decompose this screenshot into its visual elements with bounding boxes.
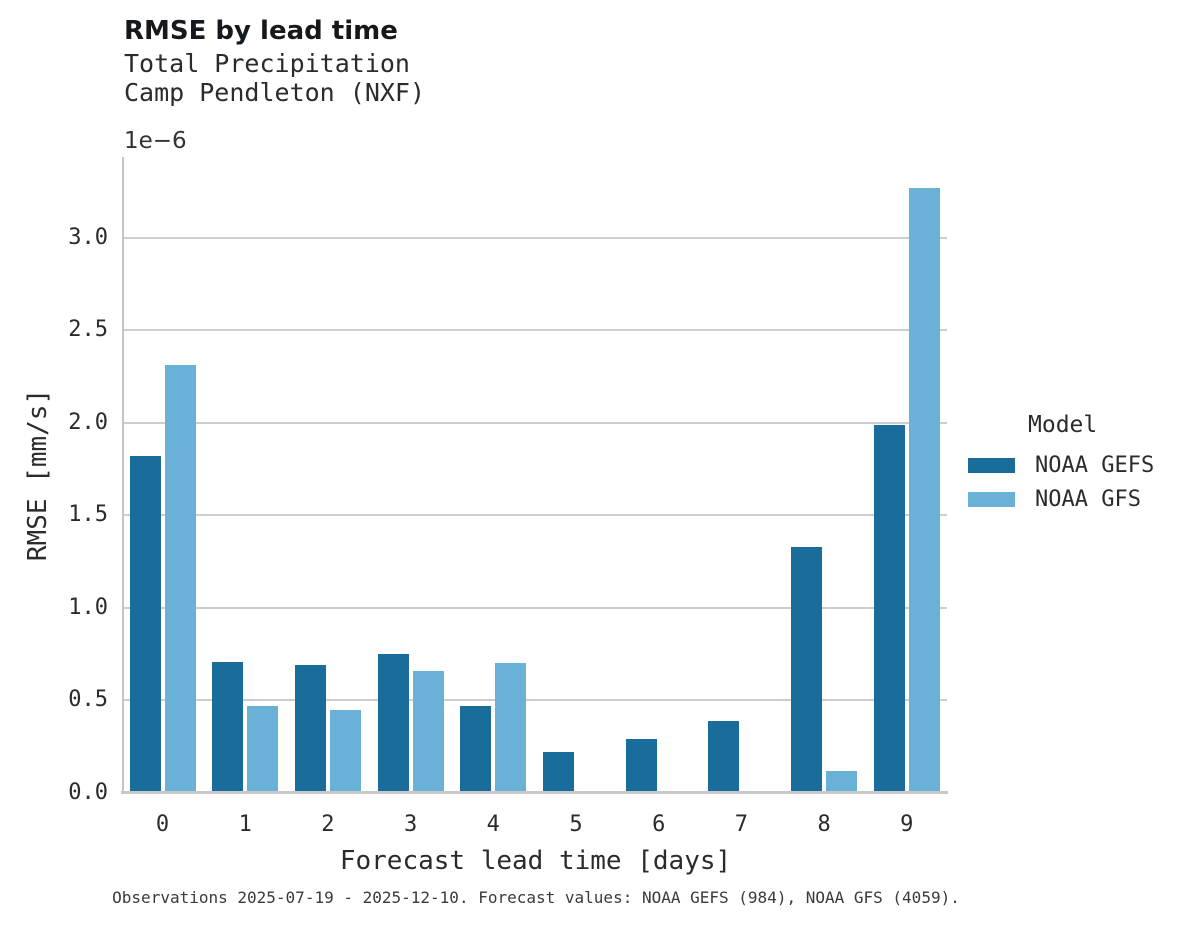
- bar-noaa-gefs-lead-6: [625, 739, 657, 793]
- chart-subtitle-variable: Total Precipitation: [124, 49, 410, 78]
- x-axis-label: Forecast lead time [days]: [339, 846, 732, 876]
- y-axis-spine: [122, 157, 124, 793]
- x-tick-label: 7: [734, 812, 749, 837]
- legend: Model NOAA GEFS NOAA GFS: [968, 412, 1183, 516]
- legend-title: Model: [1028, 412, 1098, 438]
- bar-noaa-gfs-lead-4: [495, 663, 527, 793]
- x-tick-label: 9: [900, 812, 914, 837]
- legend-swatch-noaa-gfs: [968, 491, 1015, 507]
- y-tick-label: 3.0: [68, 224, 108, 250]
- x-tick-label: 6: [652, 812, 666, 837]
- gridline: [124, 699, 947, 702]
- bar-noaa-gfs-lead-3: [412, 671, 444, 793]
- bar-noaa-gefs-lead-1: [212, 662, 244, 793]
- x-tick-label: 4: [486, 812, 500, 837]
- x-tick-label: 3: [403, 812, 418, 837]
- gridline: [124, 329, 947, 332]
- legend-entry-noaa-gefs: NOAA GEFS: [968, 448, 1183, 482]
- bar-noaa-gfs-lead-8: [826, 771, 858, 793]
- caption: Observations 2025-07-19 - 2025-12-10. Fo…: [112, 888, 960, 907]
- y-tick-label: 2.5: [68, 317, 108, 343]
- plot-area: [124, 157, 947, 793]
- bar-noaa-gefs-lead-8: [791, 547, 823, 793]
- gridline: [124, 514, 947, 517]
- y-axis-offset-label: 1e−6: [124, 128, 187, 154]
- legend-label-noaa-gfs: NOAA GFS: [1035, 486, 1141, 512]
- y-tick-label: 0.0: [68, 780, 108, 805]
- x-tick-label: 0: [155, 812, 170, 837]
- bar-noaa-gefs-lead-9: [873, 425, 905, 793]
- bar-noaa-gfs-lead-1: [247, 706, 279, 793]
- chart-title: RMSE by lead time: [124, 16, 398, 46]
- bar-noaa-gfs-lead-0: [164, 365, 196, 793]
- gridline: [124, 421, 947, 424]
- gridline: [124, 606, 947, 609]
- y-tick-label: 1.5: [68, 502, 108, 528]
- gridline: [124, 236, 947, 239]
- x-tick-label: 1: [238, 812, 252, 837]
- bar-noaa-gefs-lead-0: [129, 456, 161, 793]
- bar-noaa-gfs-lead-2: [329, 710, 361, 793]
- x-axis-spine: [121, 791, 948, 794]
- bar-noaa-gefs-lead-5: [543, 752, 574, 793]
- y-tick-label: 2.0: [68, 409, 108, 435]
- legend-label-noaa-gefs: NOAA GEFS: [1035, 452, 1155, 478]
- chart-subtitle-location: Camp Pendleton (NXF): [124, 78, 426, 107]
- x-tick-label: 8: [817, 812, 831, 837]
- x-tick-label: 2: [321, 812, 335, 837]
- bar-noaa-gefs-lead-7: [708, 721, 740, 793]
- bar-noaa-gefs-lead-4: [460, 706, 492, 793]
- y-tick-label: 1.0: [68, 594, 108, 620]
- bar-noaa-gfs-lead-9: [908, 188, 940, 793]
- x-tick-label: 5: [569, 812, 583, 837]
- y-tick-label: 0.5: [68, 687, 108, 713]
- legend-swatch-noaa-gefs: [968, 457, 1015, 473]
- bar-noaa-gefs-lead-3: [377, 654, 409, 793]
- bar-noaa-gefs-lead-2: [294, 665, 326, 793]
- legend-entry-noaa-gfs: NOAA GFS: [968, 482, 1183, 516]
